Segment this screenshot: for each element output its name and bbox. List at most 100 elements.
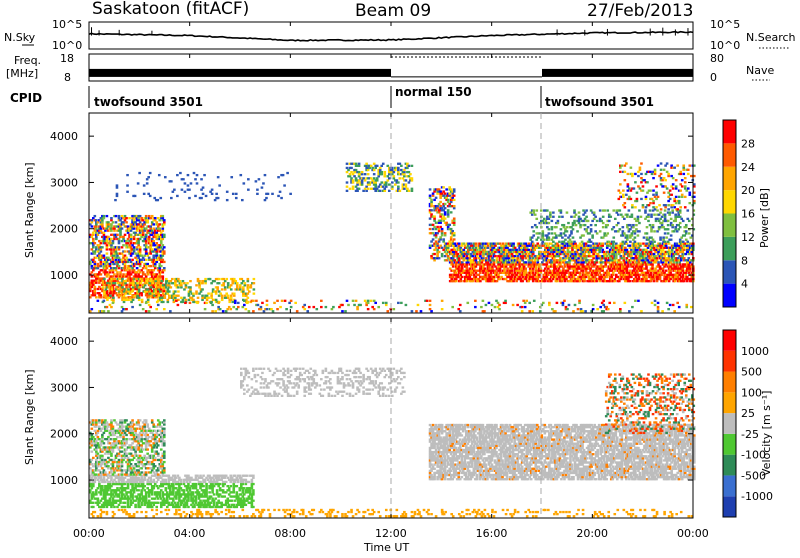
heatmap-cell (224, 280, 227, 282)
heatmap-cell (133, 248, 136, 250)
heatmap-cell (573, 276, 576, 278)
heatmap-cell (626, 249, 629, 251)
heatmap-cell (650, 228, 653, 230)
heatmap-cell (131, 244, 134, 246)
heatmap-cell (475, 265, 478, 267)
heatmap-cell (548, 304, 551, 306)
heatmap-cell (116, 273, 119, 275)
heatmap-cell (394, 183, 397, 185)
heatmap-cell (130, 234, 133, 236)
heatmap-cell (637, 216, 640, 218)
heatmap-cell (177, 290, 180, 292)
heatmap-cell (438, 188, 441, 190)
heatmap-cell (671, 249, 674, 251)
heatmap-cell (227, 297, 230, 299)
heatmap-cell (491, 257, 494, 259)
heatmap-cell (248, 310, 251, 312)
heatmap-cell (518, 249, 521, 251)
heatmap-cell (347, 169, 350, 171)
heatmap-cell (565, 278, 568, 280)
heatmap-cell (574, 304, 577, 306)
heatmap-cell (618, 189, 621, 191)
heatmap-cell (532, 251, 535, 253)
heatmap-cell (206, 295, 209, 297)
heatmap-cell (107, 310, 110, 312)
heatmap-cell (490, 261, 493, 263)
heatmap-cell (444, 203, 447, 205)
heatmap-cell (377, 175, 380, 177)
heatmap-cell (130, 240, 133, 242)
heatmap-cell (677, 265, 680, 267)
heatmap-cell (173, 292, 176, 294)
heatmap-cell (494, 251, 497, 253)
heatmap-cell (139, 232, 142, 234)
heatmap-cell (558, 216, 561, 218)
heatmap-cell (155, 252, 158, 254)
heatmap-cell (217, 306, 220, 308)
heatmap-cell (625, 194, 628, 196)
heatmap-cell (676, 230, 679, 232)
heatmap-cell (490, 274, 493, 276)
heatmap-cell (243, 304, 246, 306)
heatmap-cell (439, 220, 442, 222)
heatmap-cell (115, 267, 118, 269)
heatmap-cell (358, 165, 361, 167)
heatmap-cell (526, 247, 529, 249)
heatmap-cell (196, 182, 199, 184)
heatmap-cell (624, 202, 627, 204)
heatmap-cell (148, 232, 151, 234)
heatmap-cell (578, 211, 581, 213)
heatmap-cell (95, 232, 98, 234)
heatmap-cell (101, 223, 104, 225)
heatmap-cell (202, 193, 205, 195)
heatmap-cell (192, 292, 195, 294)
heatmap-cell (115, 292, 118, 294)
heatmap-cell (658, 228, 661, 230)
heatmap-cell (453, 222, 456, 224)
heatmap-cell (626, 234, 629, 236)
heatmap-cell (152, 223, 155, 225)
heatmap-cell (645, 265, 648, 267)
heatmap-cell (662, 270, 665, 272)
heatmap-cell (377, 186, 380, 188)
heatmap-cell (117, 282, 120, 284)
heatmap-cell (499, 242, 502, 244)
heatmap-cell (620, 214, 623, 216)
heatmap-cell (682, 220, 685, 222)
heatmap-cell (600, 247, 603, 249)
date-title: 27/Feb/2013 (587, 1, 693, 21)
heatmap-cell (579, 274, 582, 276)
heatmap-cell (290, 300, 293, 302)
heatmap-cell (497, 261, 500, 263)
heatmap-cell (118, 215, 121, 217)
heatmap-cell (686, 241, 689, 243)
heatmap-cell (450, 228, 453, 230)
heatmap-cell (461, 265, 464, 267)
heatmap-cell (559, 245, 562, 247)
heatmap-cell (577, 265, 580, 267)
heatmap-cell (496, 272, 499, 274)
heatmap-cell (657, 306, 660, 308)
heatmap-cell (367, 173, 370, 175)
heatmap-cell (433, 217, 436, 219)
heatmap-cell (217, 197, 220, 199)
heatmap-cell (668, 257, 671, 259)
heatmap-cell (538, 265, 541, 267)
heatmap-cell (108, 286, 111, 288)
heatmap-cell (648, 257, 651, 259)
heatmap-cell (686, 218, 689, 220)
heatmap-cell (612, 272, 615, 274)
heatmap-cell (493, 259, 496, 261)
heatmap-cell (601, 245, 604, 247)
heatmap-cell (128, 271, 131, 273)
heatmap-cell (604, 257, 607, 259)
heatmap-cell (556, 253, 559, 255)
heatmap-cell (673, 230, 676, 232)
heatmap-cell (130, 246, 133, 248)
heatmap-cell (122, 257, 125, 259)
heatmap-cell (94, 292, 97, 294)
heatmap-cell (130, 242, 133, 244)
cpid-segment-3: twofsound 3501 (545, 95, 654, 109)
heatmap-cell (531, 226, 534, 228)
heatmap-cell (674, 218, 677, 220)
